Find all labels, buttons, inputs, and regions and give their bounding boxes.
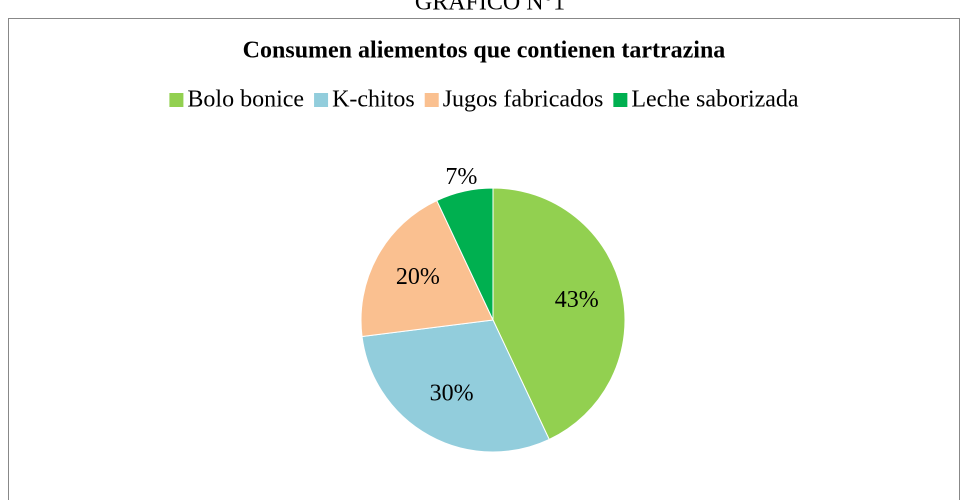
chart-border — [8, 18, 960, 500]
pie-slice — [361, 319, 550, 453]
pie-slice — [360, 199, 494, 338]
legend-swatch — [169, 93, 184, 107]
pie-slice — [436, 187, 494, 321]
legend-label: Leche saborizada — [631, 87, 799, 113]
header: GRAFICO N°1 — [415, 0, 565, 16]
data-label: 43% — [555, 287, 599, 313]
legend-label: Jugos fabricados — [443, 87, 604, 113]
legend-swatch — [314, 93, 329, 107]
legend: Bolo bonice K-chitos Jugos fabricados Leche… — [169, 87, 799, 113]
chart-title: Consumen aliementos que contienen tartra… — [243, 38, 726, 64]
legend-label: K-chitos — [332, 87, 415, 113]
legend-swatch — [424, 93, 439, 107]
data-label: 30% — [430, 381, 474, 407]
pie-slice — [492, 187, 626, 441]
legend-swatch — [613, 93, 628, 107]
data-label: 20% — [396, 264, 440, 290]
data-label: 7% — [445, 164, 477, 190]
legend-label: Bolo bonice — [187, 87, 304, 113]
